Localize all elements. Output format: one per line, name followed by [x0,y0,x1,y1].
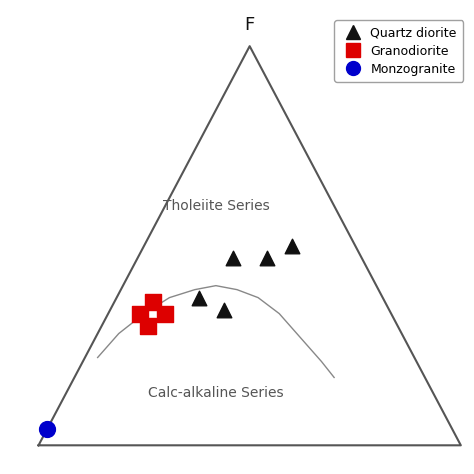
Point [136,310,144,318]
Point [43,426,51,433]
Point [220,306,228,313]
Point [145,322,152,329]
Legend: Quartz diorite, Granodiorite, Monzogranite: Quartz diorite, Granodiorite, Monzograni… [334,20,463,82]
Text: Tholeiite Series: Tholeiite Series [163,199,269,213]
Point [195,294,203,301]
Point [288,242,296,249]
Point [149,298,156,305]
Text: F: F [245,16,255,34]
Point [263,254,270,262]
Point [162,310,169,318]
Point [229,254,237,262]
Text: Calc-alkaline Series: Calc-alkaline Series [148,386,284,401]
